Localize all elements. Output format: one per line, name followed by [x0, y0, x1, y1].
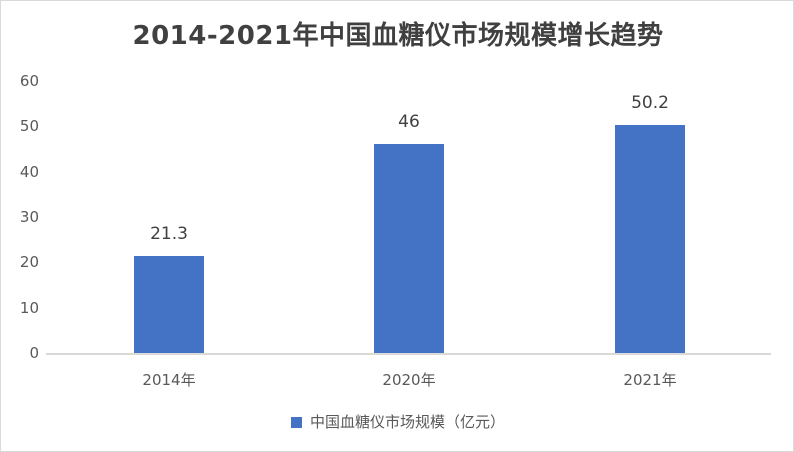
chart-title: 2014-2021年中国血糖仪市场规模增长趋势 — [132, 21, 664, 51]
y-tick-30: 30 — [19, 208, 39, 226]
bar-2014 — [134, 256, 204, 353]
y-tick-60: 60 — [19, 72, 39, 90]
bar-2021 — [615, 125, 685, 353]
x-axis-line — [46, 353, 771, 355]
bar-2020 — [374, 144, 444, 353]
data-label-2021: 50.2 — [631, 93, 669, 114]
data-label-2014: 21.3 — [150, 224, 188, 245]
y-tick-0: 0 — [29, 344, 39, 362]
x-tick-2014: 2014年 — [142, 371, 196, 389]
x-tick-2020: 2020年 — [382, 371, 436, 389]
data-label-2020: 46 — [398, 112, 420, 133]
legend-swatch-icon — [290, 417, 302, 428]
x-tick-2021: 2021年 — [623, 371, 677, 389]
legend: 中国血糖仪市场规模（亿元） — [1, 411, 794, 432]
y-tick-50: 50 — [19, 117, 39, 135]
y-tick-40: 40 — [19, 163, 39, 181]
y-tick-20: 20 — [19, 253, 39, 271]
legend-label: 中国血糖仪市场规模（亿元） — [309, 413, 505, 431]
y-tick-10: 10 — [19, 299, 39, 317]
